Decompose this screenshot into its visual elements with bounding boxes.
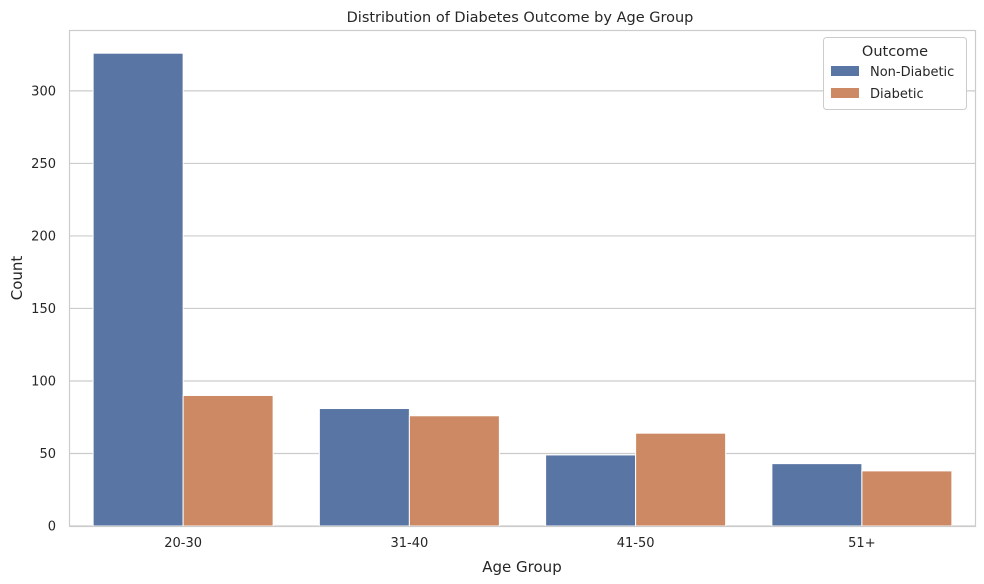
- bars: [92, 52, 953, 527]
- y-tick-label: 150: [31, 302, 56, 317]
- legend-items: Non-Diabetic Diabetic: [831, 65, 954, 102]
- legend: Outcome Non-Diabetic Diabetic: [823, 37, 967, 110]
- legend-swatch-diabetic: [831, 88, 859, 98]
- bar-31-40-diabetic: [408, 415, 500, 527]
- x-tick-label: 51+: [848, 536, 875, 551]
- x-axis-label: Age Group: [482, 558, 561, 576]
- y-tick-label: 300: [31, 84, 56, 99]
- bar-51+-diabetic: [861, 470, 953, 527]
- y-tick-label: 250: [31, 157, 56, 172]
- y-axis-ticks: 0 50 100 150 200 250 300: [31, 84, 56, 534]
- chart-title: Distribution of Diabetes Outcome by Age …: [347, 10, 694, 26]
- bar-31-40-non-diabetic: [318, 408, 410, 527]
- bar-20-30-non-diabetic: [92, 52, 184, 527]
- y-tick-label: 200: [31, 229, 56, 244]
- bar-41-50-non-diabetic: [545, 454, 637, 527]
- y-tick-label: 50: [39, 447, 56, 462]
- plot-frame: [68, 29, 977, 528]
- legend-title: Outcome: [862, 44, 928, 60]
- x-tick-label: 41-50: [617, 536, 655, 551]
- x-tick-label: 20-30: [164, 536, 202, 551]
- x-tick-label: 31-40: [390, 536, 428, 551]
- y-axis-label: Count: [8, 256, 26, 301]
- legend-label-diabetic: Diabetic: [870, 87, 924, 102]
- bar-41-50-diabetic: [635, 432, 727, 527]
- legend-box: [823, 37, 967, 110]
- legend-swatch-non-diabetic: [831, 66, 859, 76]
- plot-area: [68, 29, 977, 528]
- x-axis-ticks: 20-30 31-40 41-50 51+: [164, 536, 875, 551]
- bar-51+-non-diabetic: [771, 463, 863, 527]
- y-tick-label: 0: [48, 520, 56, 535]
- bar-20-30-diabetic: [182, 394, 274, 527]
- legend-label-non-diabetic: Non-Diabetic: [870, 65, 954, 80]
- y-tick-label: 100: [31, 374, 56, 389]
